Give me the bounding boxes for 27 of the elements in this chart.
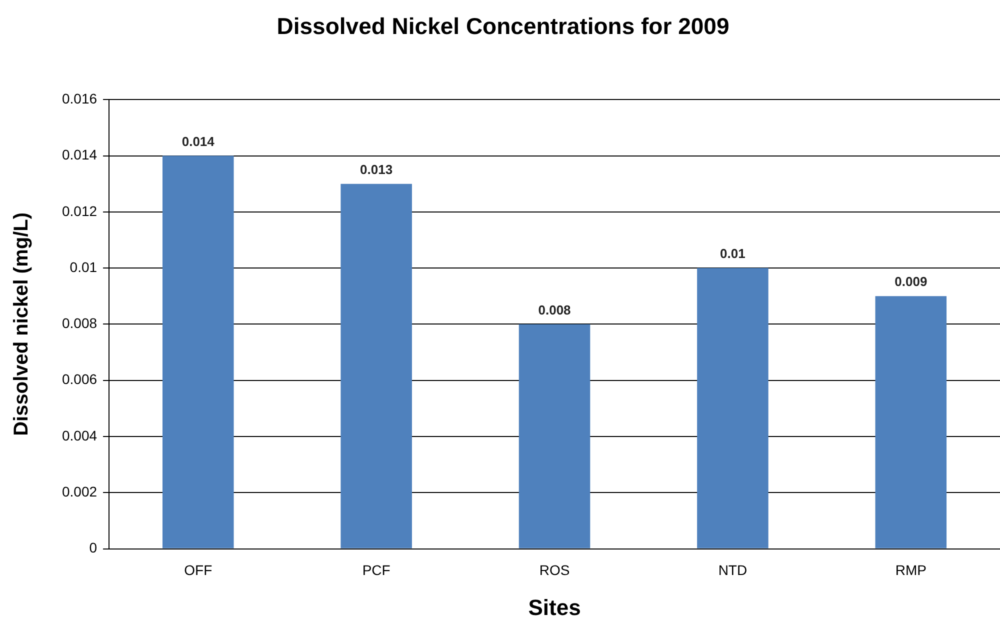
x-axis-title: Sites [528, 594, 581, 620]
y-axis-title: Dissolved nickel (mg/L) [10, 212, 33, 436]
y-tick-label: 0.002 [62, 484, 98, 500]
y-tick-label: 0.006 [62, 371, 98, 388]
bar [875, 296, 947, 548]
x-tick-label: PCF [362, 562, 390, 578]
data-label: 0.01 [720, 246, 746, 262]
x-tick-label: ROS [539, 562, 570, 578]
y-tick-label: 0.016 [62, 90, 98, 106]
x-tick-label: OFF [184, 562, 212, 578]
y-tick-label: 0 [89, 540, 98, 556]
data-label: 0.014 [182, 134, 216, 149]
y-tick-label: 0.008 [62, 315, 98, 332]
bar [697, 268, 768, 548]
data-label: 0.008 [538, 302, 571, 318]
y-tick-label: 0.01 [70, 258, 98, 275]
bar [340, 184, 412, 548]
bar [518, 324, 590, 548]
x-tick-label: NTD [718, 562, 748, 578]
y-tick-label: 0.012 [62, 202, 98, 219]
chart-title: Dissolved Nickel Concentrations for 2009 [276, 13, 730, 40]
y-tick-label: 0.014 [62, 146, 98, 163]
x-tick-label: RMP [895, 562, 926, 578]
data-label: 0.009 [894, 274, 928, 290]
y-tick-label: 0.004 [62, 427, 98, 444]
bar [162, 156, 234, 548]
data-label: 0.013 [360, 162, 393, 177]
